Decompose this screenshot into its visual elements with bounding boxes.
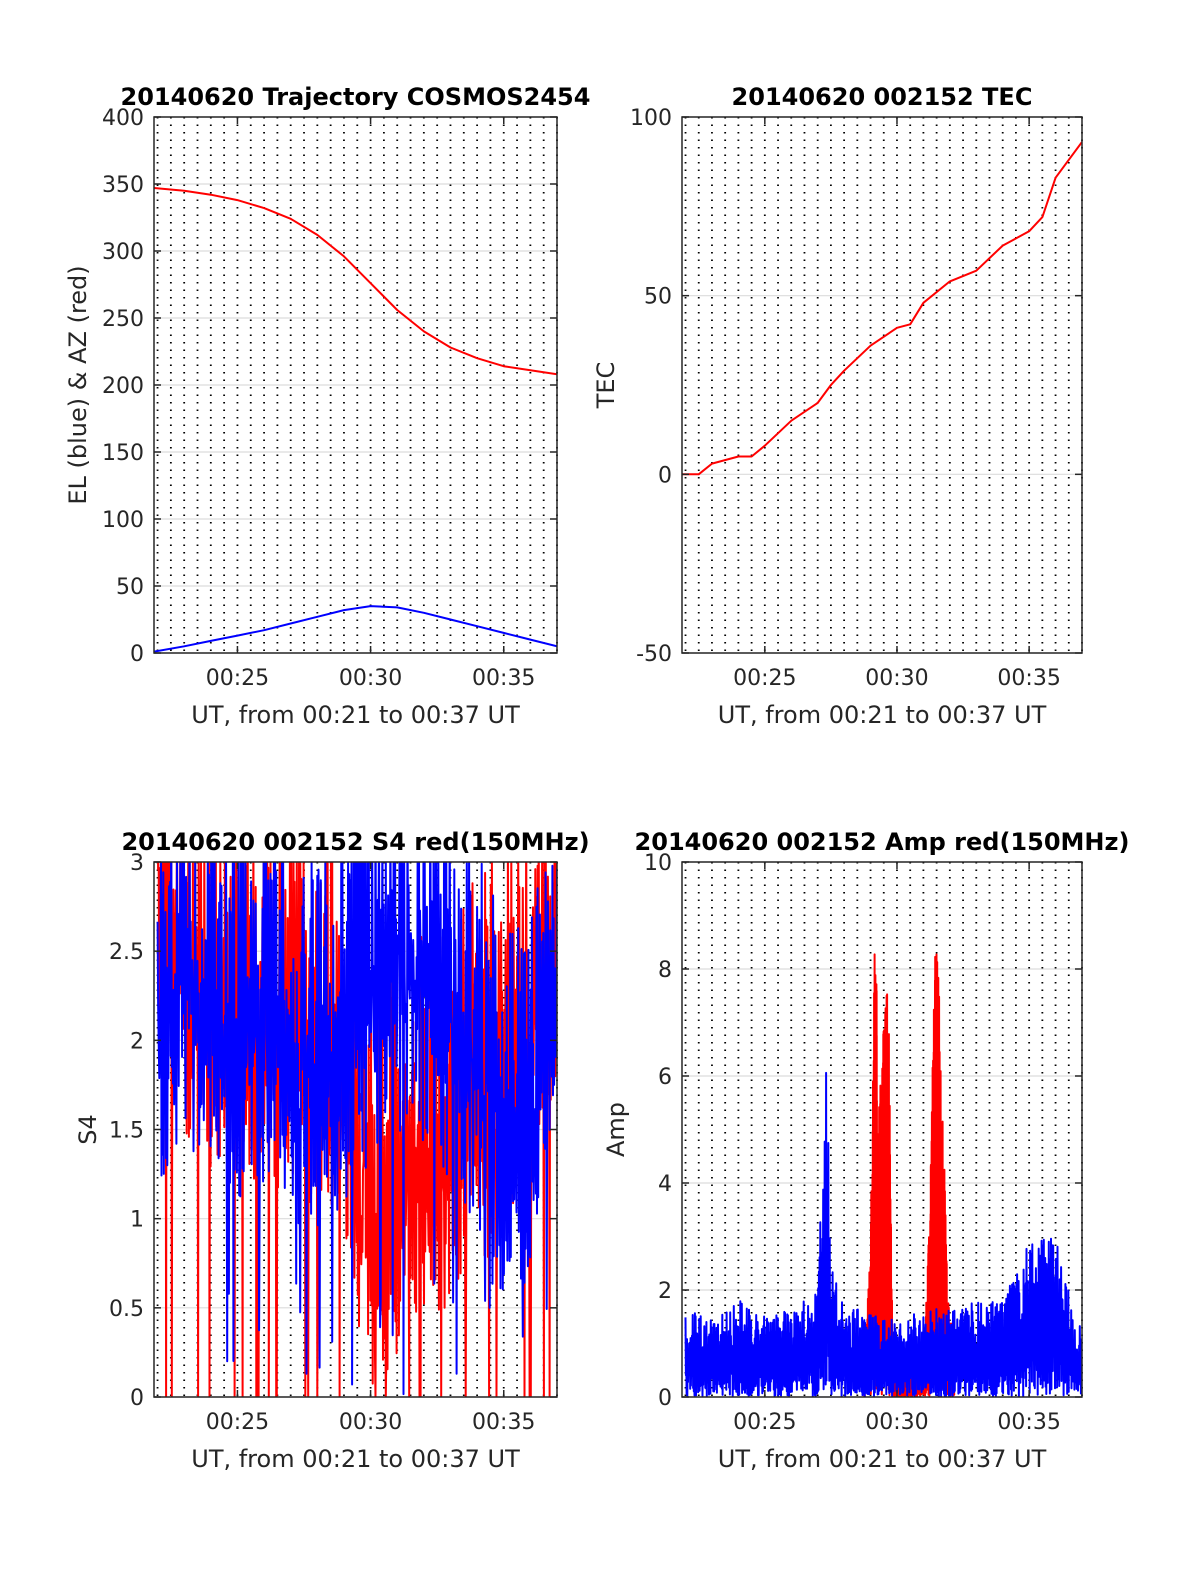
tec-axes-box <box>681 116 1083 654</box>
amp-panel: 0 2 4 6 8 10 00:25 00:30 00:35 20140620 002152 Am… <box>602 828 1129 1473</box>
amp-ytick-label: 8 <box>658 958 672 983</box>
s4-ytick-label: 2 <box>130 1029 144 1054</box>
tec-ytick-label: -50 <box>636 642 672 667</box>
trajectory-ytick-label: 200 <box>102 374 144 399</box>
trajectory-ylabel: EL (blue) & AZ (red) <box>64 265 92 504</box>
amp-axes-box <box>681 861 1083 1398</box>
trajectory-series-1-line <box>154 605 557 653</box>
trajectory-ytick-label: 150 <box>102 441 144 466</box>
amp-ytick-label: 10 <box>644 851 672 876</box>
trajectory-ytick-label: 50 <box>116 575 144 600</box>
amp-ylabel: Amp <box>602 1102 630 1157</box>
tec-series-group <box>682 141 1082 476</box>
amp-series-group <box>684 953 1082 1397</box>
tec-plot-area <box>682 117 1082 653</box>
s4-title: 20140620 002152 S4 red(150MHz) <box>121 828 589 856</box>
trajectory-ytick-label: 350 <box>102 173 144 198</box>
trajectory-xtick-label: 00:25 <box>206 666 269 691</box>
s4-xtick-label: 00:35 <box>472 1410 535 1435</box>
s4-panel: 0 0.5 1 1.5 2 2.5 3 00:25 00:30 00:35 20140620 002… <box>74 828 590 1473</box>
s4-ylabel: S4 <box>74 1114 102 1145</box>
amp-xtick-label: 00:35 <box>997 1410 1060 1435</box>
amp-ytick-label: 6 <box>658 1065 672 1090</box>
s4-series-group <box>156 862 557 1397</box>
s4-ytick-label: 2.5 <box>109 940 144 965</box>
tec-ytick-label: 100 <box>630 106 672 131</box>
trajectory-ytick-label: 250 <box>102 307 144 332</box>
s4-ytick-label: 1 <box>130 1208 144 1233</box>
tec-panel: -50 0 50 100 00:25 00:30 00:35 20140620 002152 … <box>592 83 1083 729</box>
trajectory-panel: 0 50 100 150 200 250 300 350 400 00:25 00:30 00:35 2… <box>64 83 590 729</box>
amp-xtick-label: 00:30 <box>865 1410 928 1435</box>
amp-ytick-label: 2 <box>658 1279 672 1304</box>
trajectory-xlabel: UT, from 00:21 to 00:37 UT <box>191 701 520 729</box>
trajectory-ytick-label: 300 <box>102 240 144 265</box>
s4-xtick-label: 00:25 <box>206 1410 269 1435</box>
s4-ytick-label: 0.5 <box>109 1297 144 1322</box>
tec-series-0-line <box>682 141 1082 476</box>
trajectory-series-group <box>154 187 557 653</box>
tec-ytick-label: 0 <box>658 463 672 488</box>
trajectory-ytick-label: 400 <box>102 106 144 131</box>
tec-xtick-label: 00:25 <box>733 666 796 691</box>
tec-title: 20140620 002152 TEC <box>732 83 1033 111</box>
amp-title: 20140620 002152 Amp red(150MHz) <box>635 828 1130 856</box>
s4-series-1-line <box>156 862 557 1396</box>
trajectory-series-0-line <box>154 187 557 376</box>
tec-ytick-label: 50 <box>644 285 672 310</box>
amp-ytick-label: 0 <box>658 1386 672 1411</box>
trajectory-xtick-label: 00:30 <box>339 666 402 691</box>
amp-ytick-label: 4 <box>658 1172 672 1197</box>
amp-xlabel: UT, from 00:21 to 00:37 UT <box>718 1445 1047 1473</box>
trajectory-ytick-label: 0 <box>130 642 144 667</box>
trajectory-ytick-label: 100 <box>102 508 144 533</box>
s4-ytick-label: 1.5 <box>109 1119 144 1144</box>
amp-series-1-line <box>684 1071 1082 1397</box>
tec-xtick-label: 00:35 <box>997 666 1060 691</box>
s4-xlabel: UT, from 00:21 to 00:37 UT <box>191 1445 520 1473</box>
trajectory-title: 20140620 Trajectory COSMOS2454 <box>121 83 591 111</box>
amp-xtick-label: 00:25 <box>733 1410 796 1435</box>
tec-ylabel: TEC <box>592 362 620 410</box>
tec-xtick-label: 00:30 <box>865 666 928 691</box>
trajectory-xtick-label: 00:35 <box>472 666 535 691</box>
s4-ytick-label: 0 <box>130 1386 144 1411</box>
tec-xlabel: UT, from 00:21 to 00:37 UT <box>718 701 1047 729</box>
s4-ytick-label: 3 <box>130 851 144 876</box>
s4-xtick-label: 00:30 <box>339 1410 402 1435</box>
